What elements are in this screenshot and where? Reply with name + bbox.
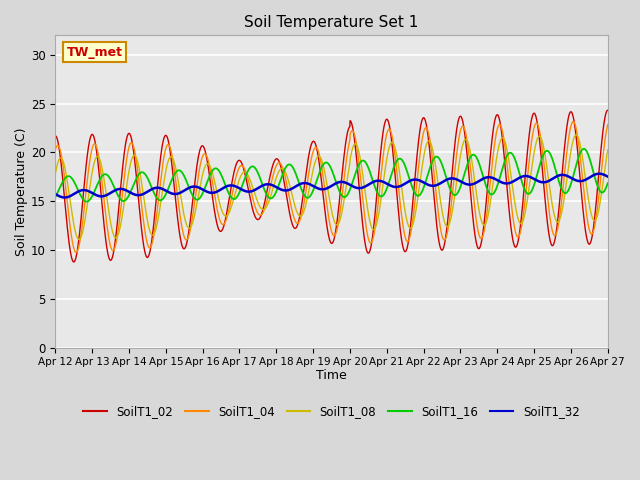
SoilT1_04 <box>556 218 563 224</box>
SoilT1_32 <box>61 194 68 200</box>
SoilT1_02 <box>206 174 214 180</box>
SoilT1_16 <box>360 158 367 164</box>
SoilT1_04 <box>492 131 500 137</box>
Line: SoilT1_02: SoilT1_02 <box>56 110 608 262</box>
Line: SoilT1_32: SoilT1_32 <box>56 174 608 197</box>
SoilT1_04 <box>571 120 579 126</box>
SoilT1_08 <box>348 149 355 155</box>
SoilT1_04 <box>570 119 577 124</box>
SoilT1_32 <box>571 177 579 182</box>
SoilT1_08 <box>556 218 563 224</box>
X-axis label: Time: Time <box>316 369 347 382</box>
SoilT1_02 <box>360 230 367 236</box>
SoilT1_02 <box>556 204 563 210</box>
SoilT1_02 <box>348 120 355 126</box>
SoilT1_08 <box>360 178 367 184</box>
Text: TW_met: TW_met <box>67 46 122 59</box>
SoilT1_16 <box>52 194 60 200</box>
SoilT1_16 <box>83 199 90 204</box>
SoilT1_08 <box>571 134 579 140</box>
SoilT1_32 <box>556 172 563 178</box>
SoilT1_32 <box>348 183 355 189</box>
SoilT1_08 <box>206 163 214 168</box>
SoilT1_08 <box>492 158 500 164</box>
SoilT1_32 <box>492 177 500 182</box>
Line: SoilT1_04: SoilT1_04 <box>56 121 608 252</box>
Line: SoilT1_16: SoilT1_16 <box>56 149 608 202</box>
SoilT1_04 <box>604 122 612 128</box>
SoilT1_04 <box>360 204 367 210</box>
SoilT1_02 <box>604 108 612 113</box>
SoilT1_16 <box>604 180 612 186</box>
SoilT1_32 <box>206 190 214 195</box>
SoilT1_08 <box>52 171 60 177</box>
SoilT1_16 <box>492 186 500 192</box>
Line: SoilT1_08: SoilT1_08 <box>56 135 608 240</box>
SoilT1_16 <box>348 182 355 188</box>
SoilT1_04 <box>52 147 60 153</box>
SoilT1_08 <box>75 237 83 242</box>
Legend: SoilT1_02, SoilT1_04, SoilT1_08, SoilT1_16, SoilT1_32: SoilT1_02, SoilT1_04, SoilT1_08, SoilT1_… <box>79 400 584 423</box>
Y-axis label: Soil Temperature (C): Soil Temperature (C) <box>15 127 28 256</box>
SoilT1_04 <box>72 250 80 255</box>
SoilT1_08 <box>572 132 580 138</box>
SoilT1_16 <box>206 173 214 179</box>
SoilT1_02 <box>70 259 77 265</box>
SoilT1_02 <box>492 113 500 119</box>
SoilT1_02 <box>571 120 579 126</box>
SoilT1_16 <box>571 169 579 175</box>
SoilT1_32 <box>604 174 612 180</box>
SoilT1_32 <box>595 171 603 177</box>
SoilT1_02 <box>52 133 60 139</box>
SoilT1_04 <box>206 164 214 169</box>
SoilT1_16 <box>556 179 563 185</box>
SoilT1_08 <box>604 147 612 153</box>
SoilT1_32 <box>360 184 367 190</box>
SoilT1_32 <box>52 191 60 197</box>
SoilT1_04 <box>348 128 355 134</box>
SoilT1_16 <box>580 146 588 152</box>
Title: Soil Temperature Set 1: Soil Temperature Set 1 <box>244 15 419 30</box>
